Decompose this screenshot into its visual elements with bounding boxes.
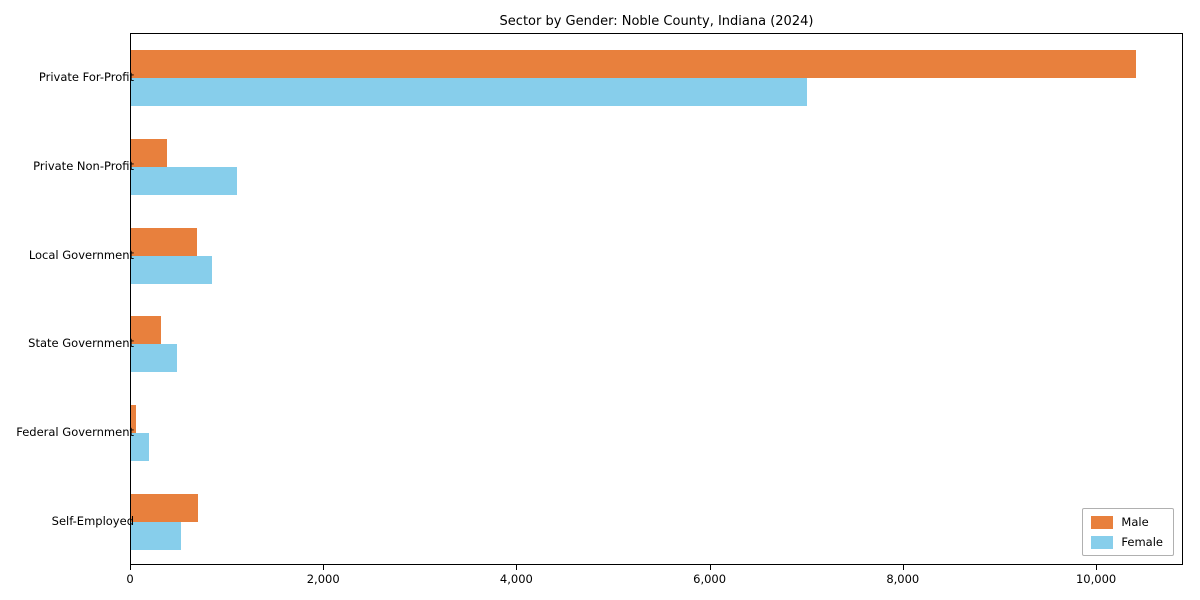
bar-male-3 [131, 316, 161, 344]
x-tick-mark [323, 565, 325, 570]
y-axis-label: Federal Government [16, 425, 134, 439]
x-tick-label: 8,000 [886, 572, 920, 586]
bar-male-1 [131, 139, 167, 167]
x-tick-mark [130, 565, 131, 570]
x-tick-label: 4,000 [499, 572, 533, 586]
legend: Male Female [1082, 508, 1174, 556]
x-tick-label: 10,000 [1075, 572, 1117, 586]
y-axis-label: State Government [28, 336, 134, 351]
bar-male-5 [131, 494, 198, 522]
bar-male-4 [131, 405, 136, 433]
bar-female-2 [131, 256, 213, 284]
y-axis-label: Private For-Profit [38, 70, 134, 85]
x-tick-label: 6,000 [693, 572, 727, 586]
legend-label-female: Female [1121, 535, 1163, 549]
bar-female-1 [131, 167, 238, 195]
x-tick-label: 2,000 [306, 572, 340, 586]
x-tick-mark [516, 565, 518, 570]
chart-title: Sector by Gender: Noble County, Indiana … [499, 14, 814, 29]
plot-area: Male Female [130, 33, 1183, 565]
legend-label-male: Male [1121, 515, 1149, 529]
male-swatch-icon [1091, 515, 1114, 529]
bar-female-4 [131, 433, 150, 461]
x-tick-mark [902, 565, 904, 570]
bar-female-3 [131, 344, 178, 372]
y-axis-label: Self-Employed [51, 513, 134, 528]
y-axis-label: Local Government [28, 247, 134, 262]
bar-female-5 [131, 522, 182, 550]
bar-male-2 [131, 228, 197, 256]
female-swatch-icon [1091, 535, 1114, 549]
x-tick-mark [709, 565, 711, 570]
legend-entry-female: Female [1091, 535, 1163, 549]
bar-male-0 [131, 50, 1136, 78]
y-axis-label: Private Non-Profit [33, 159, 134, 173]
legend-entry-male: Male [1091, 515, 1163, 529]
bar-female-0 [131, 78, 808, 106]
x-tick-mark [1096, 565, 1098, 570]
x-tick-label: 0 [126, 572, 134, 586]
